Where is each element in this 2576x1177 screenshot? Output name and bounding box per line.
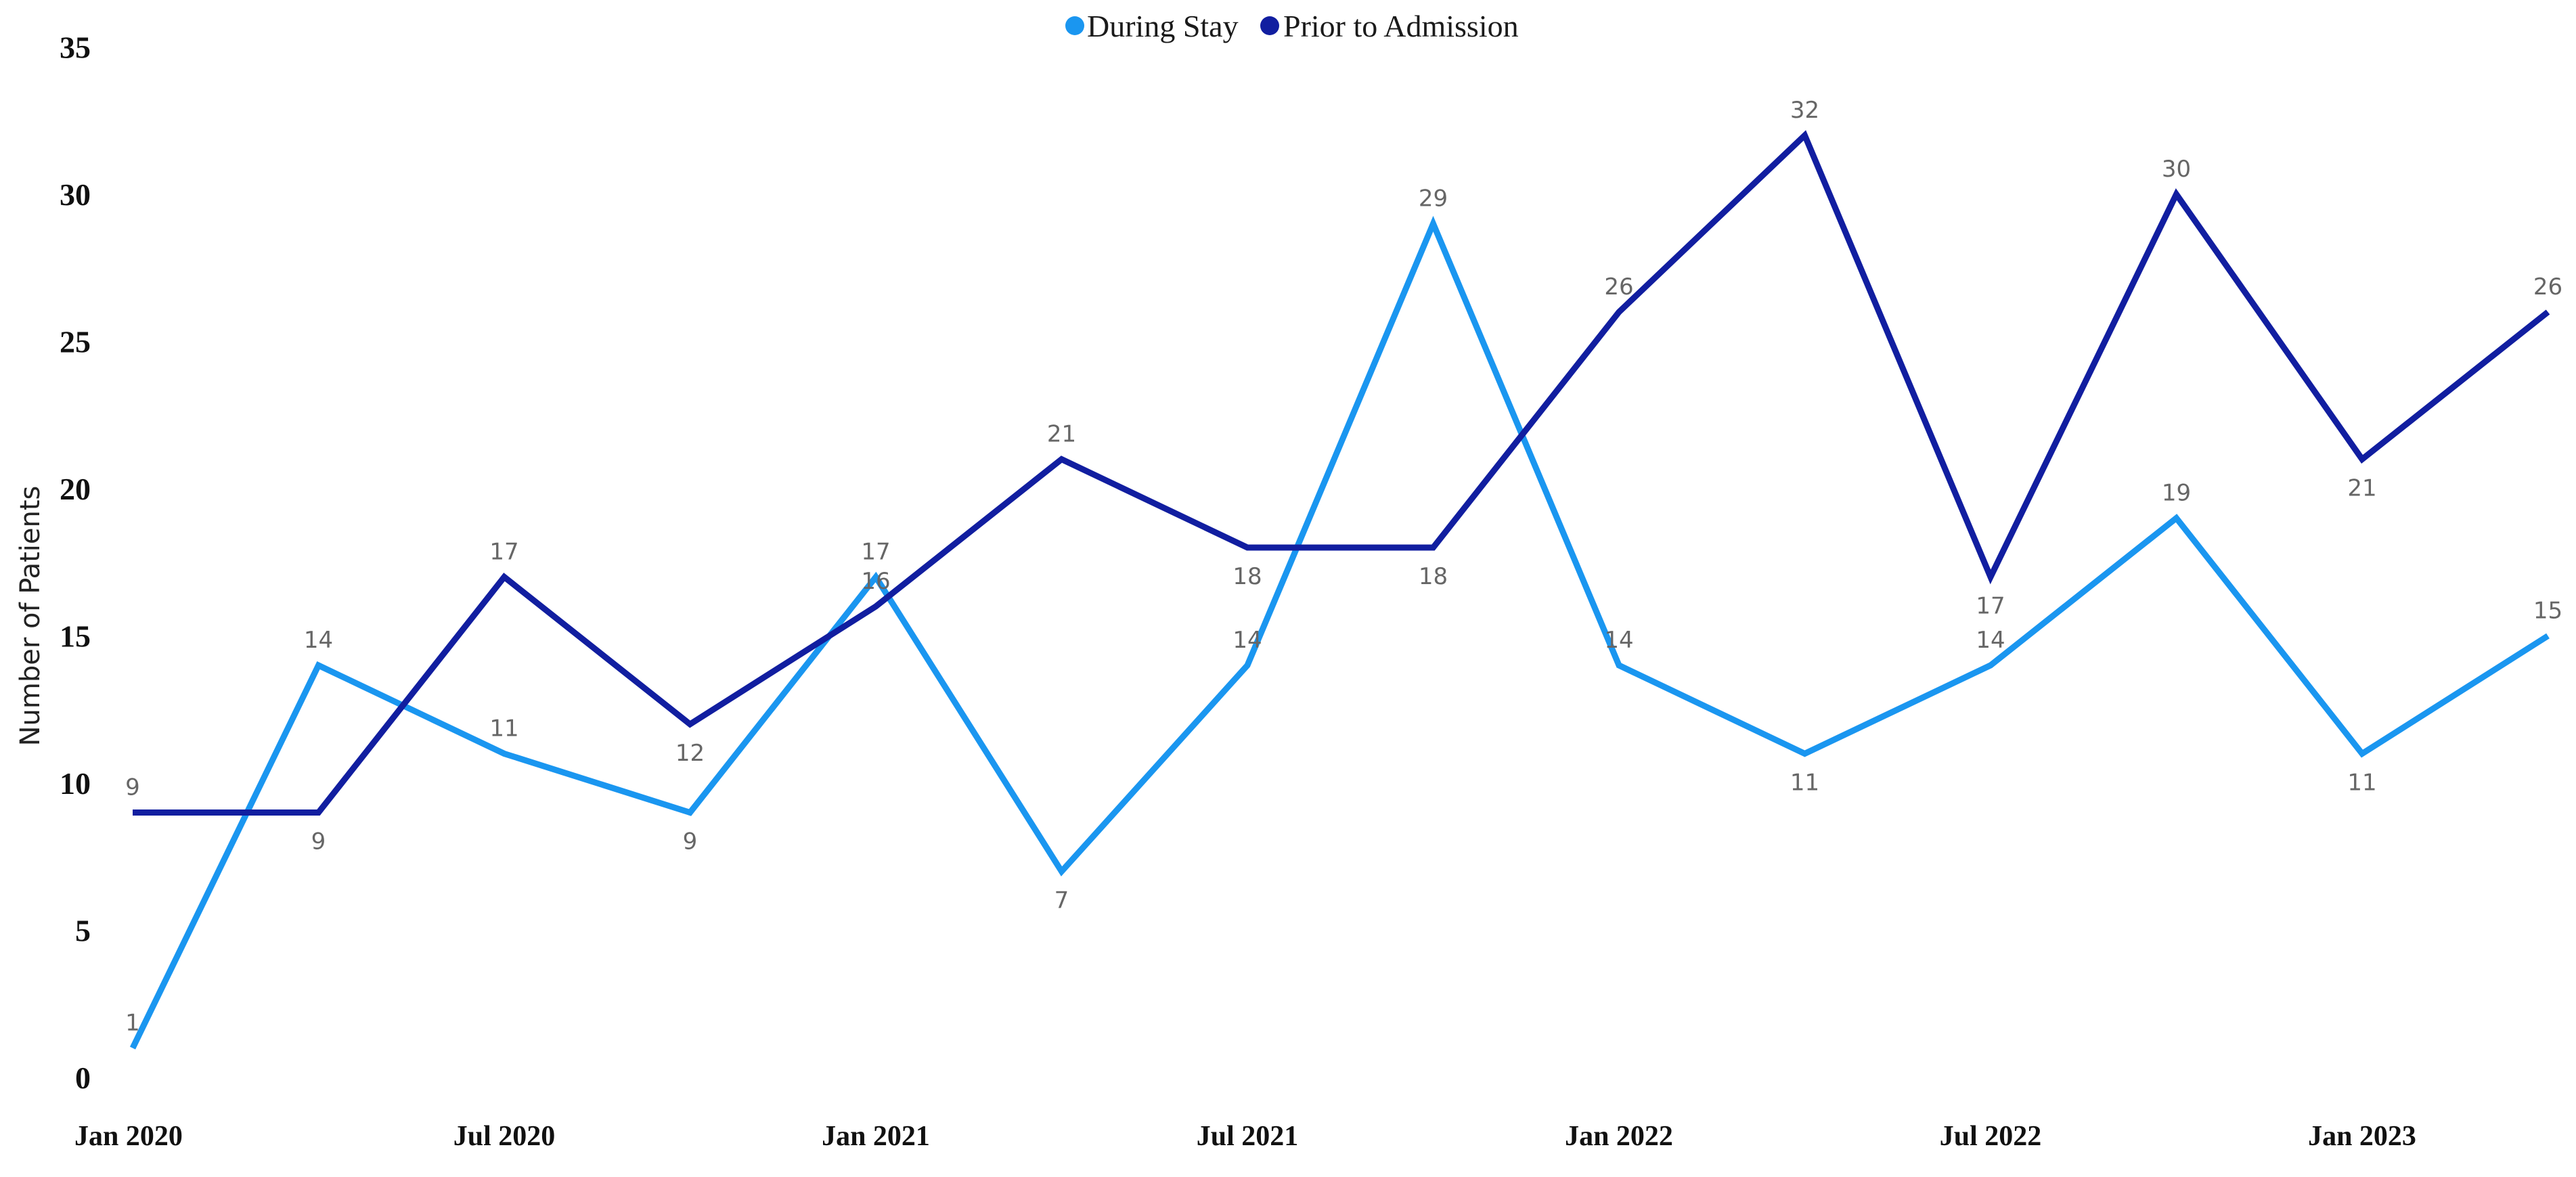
x-tick-label: Jul 2021 <box>1197 1121 1299 1152</box>
x-tick-label: Jul 2022 <box>1940 1121 2042 1152</box>
y-tick-label: 30 <box>60 177 91 212</box>
data-label: 17 <box>489 539 518 566</box>
data-label: 18 <box>1233 563 1262 590</box>
y-axis-label: Number of Patients <box>15 486 46 747</box>
x-tick-label: Jan 2021 <box>822 1121 930 1152</box>
x-tick-label: Jan 2023 <box>2308 1121 2416 1152</box>
data-label: 9 <box>125 774 140 801</box>
data-label: 9 <box>683 828 698 856</box>
data-label: 26 <box>2533 273 2562 301</box>
data-label: 12 <box>675 740 705 767</box>
data-label: 16 <box>861 568 890 595</box>
x-tick-label: Jan 2022 <box>1565 1121 1673 1152</box>
data-label: 7 <box>1054 887 1069 914</box>
data-label: 17 <box>1976 593 2005 620</box>
data-label: 11 <box>1790 770 1819 797</box>
legend-marker <box>1065 16 1084 35</box>
legend-label: During Stay <box>1087 9 1239 43</box>
data-label: 17 <box>861 539 890 566</box>
series-lines <box>129 130 2550 1050</box>
data-label: 11 <box>489 715 518 742</box>
y-tick-label: 25 <box>60 325 91 359</box>
data-label: 32 <box>1790 97 1819 124</box>
y-axis-ticks: 0 5 10 15 20 25 30 35 <box>60 30 91 1096</box>
data-label: 1 <box>125 1010 140 1037</box>
y-tick-label: 5 <box>75 914 91 948</box>
y-tick-label: 15 <box>60 619 91 654</box>
data-label: 30 <box>2162 156 2191 183</box>
data-label: 19 <box>2162 480 2191 507</box>
data-label: 18 <box>1419 563 1448 590</box>
data-label: 26 <box>1604 273 1633 301</box>
data-label: 11 <box>2347 770 2376 797</box>
legend-marker <box>1260 16 1279 35</box>
data-label: 14 <box>1976 627 2005 654</box>
series-line <box>133 130 2550 816</box>
data-label: 15 <box>2533 598 2562 625</box>
data-label: 29 <box>1419 185 1448 213</box>
x-axis-ticks: Jan 2020 Jul 2020 Jan 2021 Jul 2021 Jan 2022… <box>74 1121 2416 1152</box>
data-label: 14 <box>1233 627 1262 654</box>
data-label: 14 <box>1604 627 1633 654</box>
y-tick-label: 35 <box>60 30 91 65</box>
y-tick-label: 0 <box>75 1061 91 1095</box>
data-label: 9 <box>311 828 326 856</box>
x-tick-label: Jul 2020 <box>453 1121 556 1152</box>
data-labels: 1 14 11 9 17 7 14 29 14 11 14 19 11 15 9 9 17 12 16 21 18 18 2… <box>125 97 2562 1037</box>
legend-label: Prior to Admission <box>1283 9 1519 43</box>
chart-legend: During Stay Prior to Admission <box>1065 9 1519 43</box>
x-tick-label: Jan 2020 <box>74 1121 183 1152</box>
y-tick-label: 10 <box>60 766 91 801</box>
series-line <box>129 215 2550 1050</box>
data-label: 21 <box>1047 421 1076 448</box>
y-tick-label: 20 <box>60 472 91 506</box>
data-label: 14 <box>304 627 333 654</box>
data-label: 21 <box>2347 475 2376 502</box>
